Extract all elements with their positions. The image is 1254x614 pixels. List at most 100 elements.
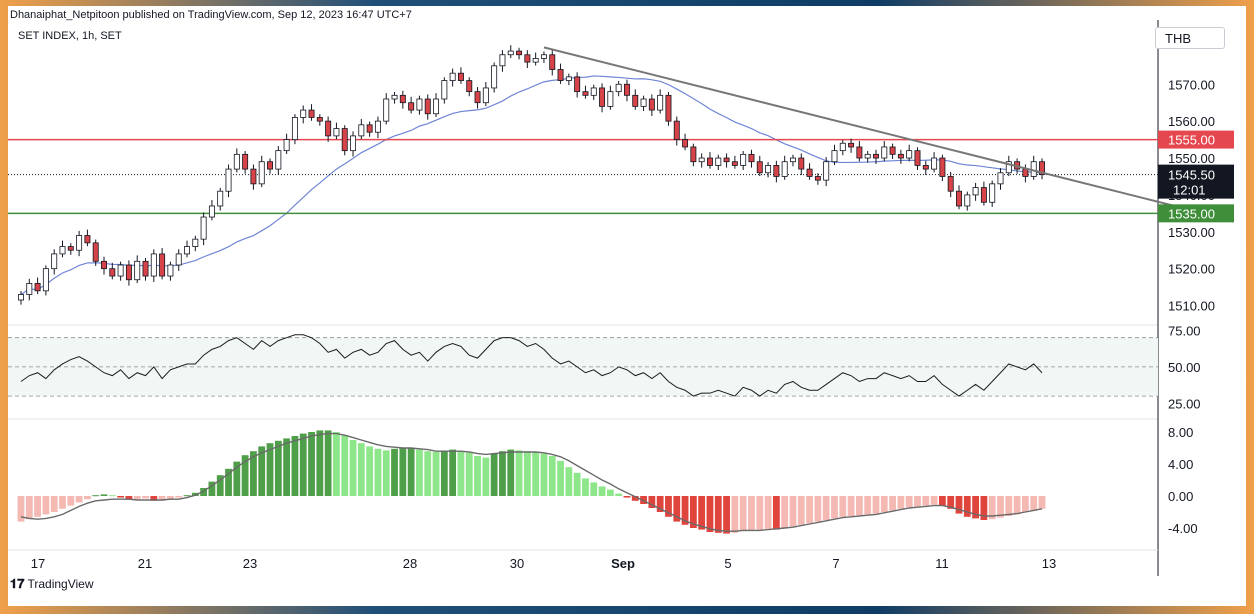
macd-histogram-bar (698, 496, 706, 530)
candle (333, 128, 340, 137)
macd-histogram-bar (590, 482, 598, 496)
candle (233, 153, 240, 170)
macd-histogram-bar (855, 496, 863, 516)
candle (881, 146, 888, 159)
macd-histogram-bar (349, 440, 357, 496)
macd-histogram-bar (897, 496, 905, 509)
logo-text: TradingView (27, 577, 94, 591)
candle (989, 183, 996, 203)
macd-histogram-bar (266, 443, 274, 496)
candle (159, 253, 166, 277)
macd-histogram-bar (299, 433, 307, 496)
candle (291, 117, 298, 140)
macd-histogram-bar (59, 496, 66, 509)
macd-histogram-bar (955, 496, 963, 514)
candle (34, 283, 41, 292)
candle (582, 91, 589, 96)
rsi-pane[interactable] (8, 334, 1158, 397)
macd-histogram-bar (449, 449, 457, 496)
candle (931, 157, 938, 170)
macd-histogram-bar (216, 475, 224, 496)
time-axis[interactable]: 17 21 23 28 30 Sep 5 7 11 13 (31, 556, 1056, 571)
macd-histogram-bar (731, 496, 739, 533)
candle (92, 242, 99, 262)
trend-line (543, 46, 1176, 207)
candle (524, 54, 531, 63)
candle (250, 168, 257, 185)
candle (208, 205, 215, 218)
price-tick-label: 1550.00 (1168, 151, 1215, 166)
macd-histogram-bar (183, 495, 191, 497)
tradingview-logo-icon: 𝟏𝟕 (10, 576, 25, 591)
candle (748, 153, 755, 163)
macd-histogram-bar (241, 455, 249, 496)
candle (947, 176, 954, 192)
candle (316, 117, 323, 122)
macd-signal-line (20, 432, 1043, 532)
macd-histogram-bar (1030, 496, 1038, 511)
candle (358, 124, 365, 137)
macd-histogram-bar (92, 495, 100, 497)
candle (715, 157, 722, 166)
tradingview-logo[interactable]: 𝟏𝟕 TradingView (10, 576, 94, 592)
macd-pane[interactable] (17, 430, 1046, 534)
macd-histogram-bar (191, 492, 199, 496)
macd-histogram-bar (880, 496, 888, 512)
candle (184, 246, 190, 255)
level-price-tag (1158, 130, 1234, 149)
macd-histogram-bar (208, 481, 216, 496)
macd-histogram-bar (714, 496, 722, 533)
candle (773, 165, 780, 177)
chart-grid (8, 20, 1159, 576)
candle (192, 238, 199, 247)
candle (26, 283, 33, 295)
candle (18, 294, 24, 301)
candle (740, 153, 747, 166)
macd-histogram-bar (930, 496, 938, 505)
candle (731, 161, 738, 166)
macd-histogram-bar (158, 496, 166, 501)
macd-histogram-bar (308, 432, 315, 496)
macd-histogram-bar (532, 452, 540, 496)
macd-tick-label: -4.00 (1168, 521, 1198, 536)
candle (698, 157, 705, 163)
macd-histogram-bar (656, 496, 664, 512)
macd-histogram-bar (150, 496, 158, 501)
macd-histogram-bar (831, 496, 838, 519)
macd-histogram-bar (723, 496, 730, 534)
candle (632, 94, 639, 107)
macd-histogram-bar (582, 478, 589, 496)
macd-histogram-bar (963, 496, 971, 517)
macd-histogram-bar (34, 496, 42, 517)
candle (690, 146, 697, 163)
time-tick-label: 17 (31, 556, 45, 571)
macd-histogram-bar (225, 468, 232, 496)
candle (42, 268, 49, 292)
macd-histogram-bar (465, 452, 473, 496)
candle (798, 157, 805, 170)
macd-histogram-bar (382, 450, 390, 496)
price-axis[interactable]: 1570.001560.001550.001540.001530.001520.… (1158, 77, 1234, 536)
price-pane[interactable] (8, 45, 1176, 305)
macd-histogram-bar (847, 496, 855, 516)
price-tick-label: 1560.00 (1168, 114, 1215, 129)
candle (922, 165, 929, 170)
macd-histogram-bar (200, 488, 208, 496)
macd-histogram-bar (947, 496, 955, 509)
candle (549, 54, 556, 70)
candle (889, 146, 896, 155)
symbol-legend[interactable]: SET INDEX, 1h, SET (18, 30, 122, 42)
candle (225, 168, 232, 192)
macd-histogram-bar (864, 496, 872, 515)
macd-histogram-bar (615, 493, 623, 496)
macd-histogram-bar (640, 496, 647, 504)
macd-histogram-bar (665, 496, 672, 517)
macd-histogram-bar (1021, 496, 1029, 512)
candle (823, 161, 830, 181)
macd-histogram-bar (914, 496, 921, 507)
currency-button[interactable]: THB (1155, 27, 1225, 49)
macd-histogram-bar (598, 486, 606, 496)
macd-histogram-bar (772, 496, 780, 530)
candle (101, 260, 107, 270)
macd-histogram-bar (440, 451, 448, 496)
